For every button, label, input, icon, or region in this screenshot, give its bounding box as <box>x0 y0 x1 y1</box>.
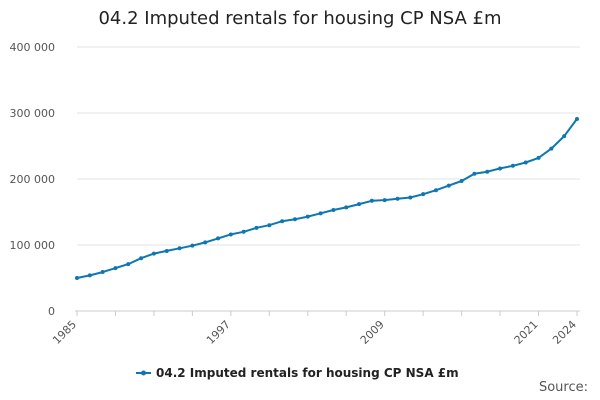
data-point[interactable] <box>575 116 579 121</box>
data-point[interactable] <box>228 232 233 237</box>
data-point[interactable] <box>562 134 567 139</box>
data-point[interactable] <box>369 198 374 203</box>
data-point[interactable] <box>408 195 413 200</box>
y-tick-label: 100 000 <box>10 239 56 252</box>
data-point[interactable] <box>151 251 156 256</box>
legend[interactable]: 04.2 Imputed rentals for housing CP NSA … <box>136 366 459 380</box>
data-point[interactable] <box>523 160 528 165</box>
series-line <box>76 118 578 279</box>
y-tick-label: 200 000 <box>10 173 56 186</box>
data-point[interactable] <box>344 205 349 210</box>
data-point[interactable] <box>433 188 438 193</box>
data-point[interactable] <box>331 208 336 213</box>
data-point[interactable] <box>203 240 208 245</box>
data-point[interactable] <box>305 214 310 219</box>
data-point[interactable] <box>177 246 182 251</box>
data-point[interactable] <box>421 192 426 197</box>
data-point[interactable] <box>100 270 105 275</box>
data-point[interactable] <box>459 178 464 183</box>
y-tick-label: 400 000 <box>10 41 56 54</box>
x-tick-label: 2024 <box>550 318 579 347</box>
data-point[interactable] <box>318 211 323 216</box>
y-axis-ticks: 0 100 000 200 000 300 000 400 000 <box>10 41 56 318</box>
data-point[interactable] <box>164 248 169 253</box>
y-tick-label: 0 <box>48 305 55 318</box>
data-point[interactable] <box>216 236 221 241</box>
data-point[interactable] <box>75 276 79 280</box>
x-tick-label: 1985 <box>50 318 79 347</box>
data-point[interactable] <box>241 229 246 234</box>
data-point[interactable] <box>357 202 362 207</box>
data-point[interactable] <box>498 166 503 171</box>
data-point[interactable] <box>472 171 477 176</box>
gridlines <box>77 46 580 246</box>
data-point[interactable] <box>395 196 400 201</box>
data-point[interactable] <box>139 256 144 261</box>
data-point[interactable] <box>485 169 490 174</box>
data-point[interactable] <box>254 225 259 230</box>
data-point[interactable] <box>549 146 554 151</box>
data-point[interactable] <box>126 262 131 267</box>
data-point[interactable] <box>510 163 515 168</box>
data-point[interactable] <box>446 183 451 188</box>
data-point[interactable] <box>113 266 118 271</box>
data-point[interactable] <box>536 155 541 160</box>
legend-label: 04.2 Imputed rentals for housing CP NSA … <box>156 366 459 380</box>
axes <box>75 310 580 316</box>
data-point[interactable] <box>190 243 195 248</box>
legend-marker <box>141 370 146 376</box>
series-layer <box>75 116 579 280</box>
data-point[interactable] <box>292 217 297 222</box>
data-point[interactable] <box>382 198 387 203</box>
x-tick-label: 1997 <box>204 318 233 347</box>
x-axis-ticks: 1985 1997 2009 2021 2024 <box>50 318 579 347</box>
chart-title: 04.2 Imputed rentals for housing CP NSA … <box>98 8 502 29</box>
data-point[interactable] <box>267 223 272 228</box>
source-label: Source: <box>538 380 588 395</box>
x-tick-label: 2021 <box>512 318 541 347</box>
data-point[interactable] <box>280 219 285 224</box>
x-tick-label: 2009 <box>358 318 387 347</box>
y-tick-label: 300 000 <box>10 107 56 120</box>
data-point[interactable] <box>87 273 92 278</box>
